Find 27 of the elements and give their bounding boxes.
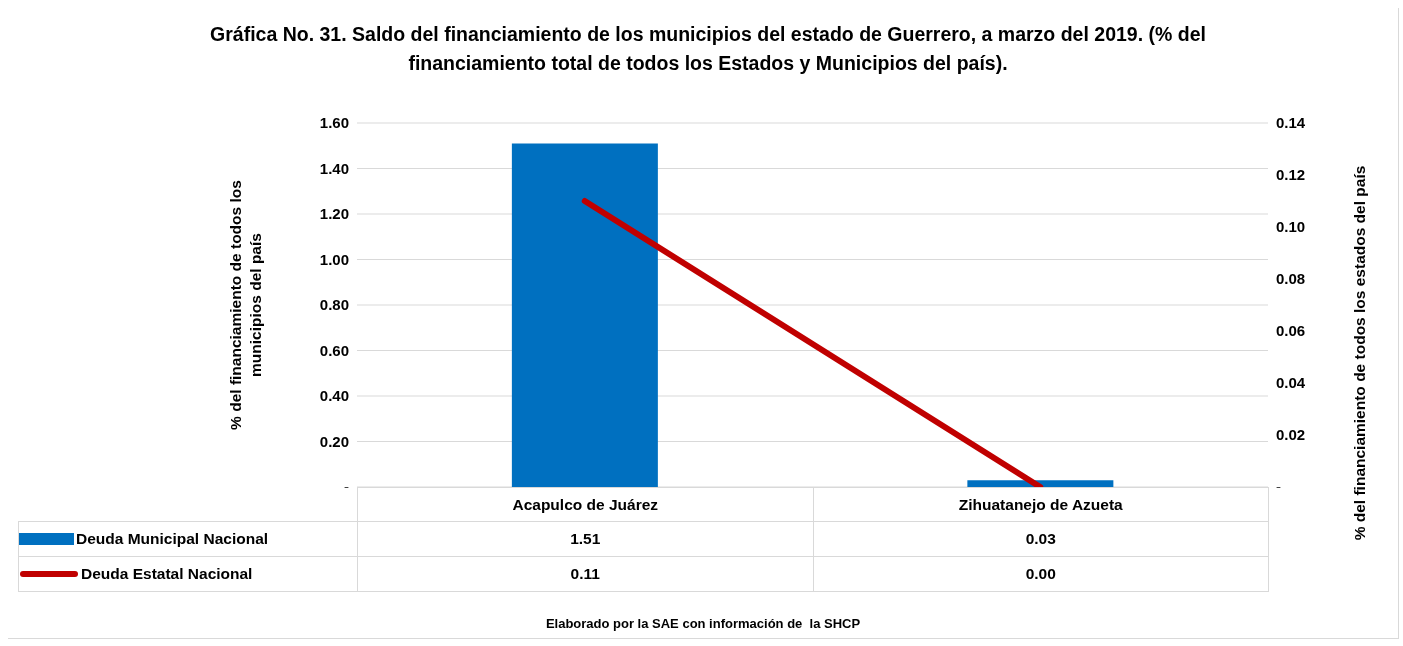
x-tick-label: Zihuatanejo de Azueta: [813, 487, 1269, 521]
y-tick-label: 0.20: [319, 432, 349, 450]
y2-tick-label: 0.04: [1276, 374, 1306, 392]
y-tick-label: 1.20: [319, 205, 349, 223]
y2-tick-label: 0.06: [1276, 322, 1306, 340]
y2-tick-label: 0.10: [1276, 218, 1306, 236]
data-label: 0.00: [813, 557, 1269, 591]
y2-tick-label: 0.08: [1276, 270, 1306, 288]
y-tick-label: 1.00: [319, 250, 349, 268]
legend-label: Deuda Municipal Nacional: [76, 530, 269, 548]
y-tick-label: 0.40: [319, 387, 349, 405]
y2-tick-label: 0.02: [1276, 426, 1306, 444]
data-label: 0.11: [358, 557, 814, 591]
y2-axis-title: % del financiamiento de todos los estados del país: [1351, 165, 1369, 541]
y-axis-title: % del financiamiento de todos los municipios del país: [226, 179, 265, 432]
x-tick-label: Acapulco de Juárez: [358, 487, 814, 521]
text: Elaborado por la SAE con información de la SHCP: [544, 616, 862, 631]
y-tick-label: 0.60: [319, 341, 349, 359]
legend-label: Deuda Estatal Nacional: [81, 565, 253, 583]
y2-tick-label: 0.14: [1276, 114, 1306, 132]
data-label: 1.51: [358, 522, 814, 556]
y-tick-label: 0.80: [319, 296, 349, 314]
y-tick-label: 1.60: [319, 114, 349, 132]
y-tick-label: 1.40: [319, 159, 349, 177]
y2-tick-label: 0.12: [1276, 166, 1306, 184]
data-label: 0.03: [813, 522, 1269, 556]
chart-title: Gráfica No. 31. Saldo del financiamiento de los municipios del estado de Guerrero, a marzo del 2019. (% del financiamiento total de todos los Estados y Municipios del país).: [209, 22, 1207, 76]
